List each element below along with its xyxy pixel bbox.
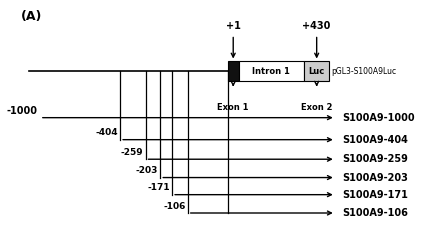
Bar (228, 62, 239, 81)
Text: S100A9-106: S100A9-106 (342, 208, 408, 218)
Text: (A): (A) (21, 10, 42, 23)
Text: S100A9-259: S100A9-259 (342, 154, 408, 164)
Text: +1: +1 (226, 21, 240, 31)
Text: -203: -203 (136, 166, 158, 175)
Bar (239, 62, 304, 81)
Bar (304, 62, 329, 81)
Text: -259: -259 (121, 148, 143, 157)
Text: -171: -171 (148, 183, 170, 192)
Text: S100A9-203: S100A9-203 (342, 172, 408, 182)
Text: pGL3-S100A9Luc: pGL3-S100A9Luc (332, 67, 396, 76)
Text: Intron 1: Intron 1 (252, 67, 290, 76)
Text: Exon 2: Exon 2 (301, 103, 332, 112)
Text: Exon 1: Exon 1 (217, 103, 249, 112)
Text: S100A9-404: S100A9-404 (342, 135, 408, 145)
Text: Luc: Luc (309, 67, 325, 76)
Text: +430: +430 (302, 21, 331, 31)
Text: -1000: -1000 (7, 106, 38, 116)
Text: S100A9-171: S100A9-171 (342, 190, 408, 200)
Text: -106: -106 (163, 202, 186, 210)
Text: -404: -404 (95, 128, 118, 137)
Text: S100A9-1000: S100A9-1000 (342, 113, 415, 123)
